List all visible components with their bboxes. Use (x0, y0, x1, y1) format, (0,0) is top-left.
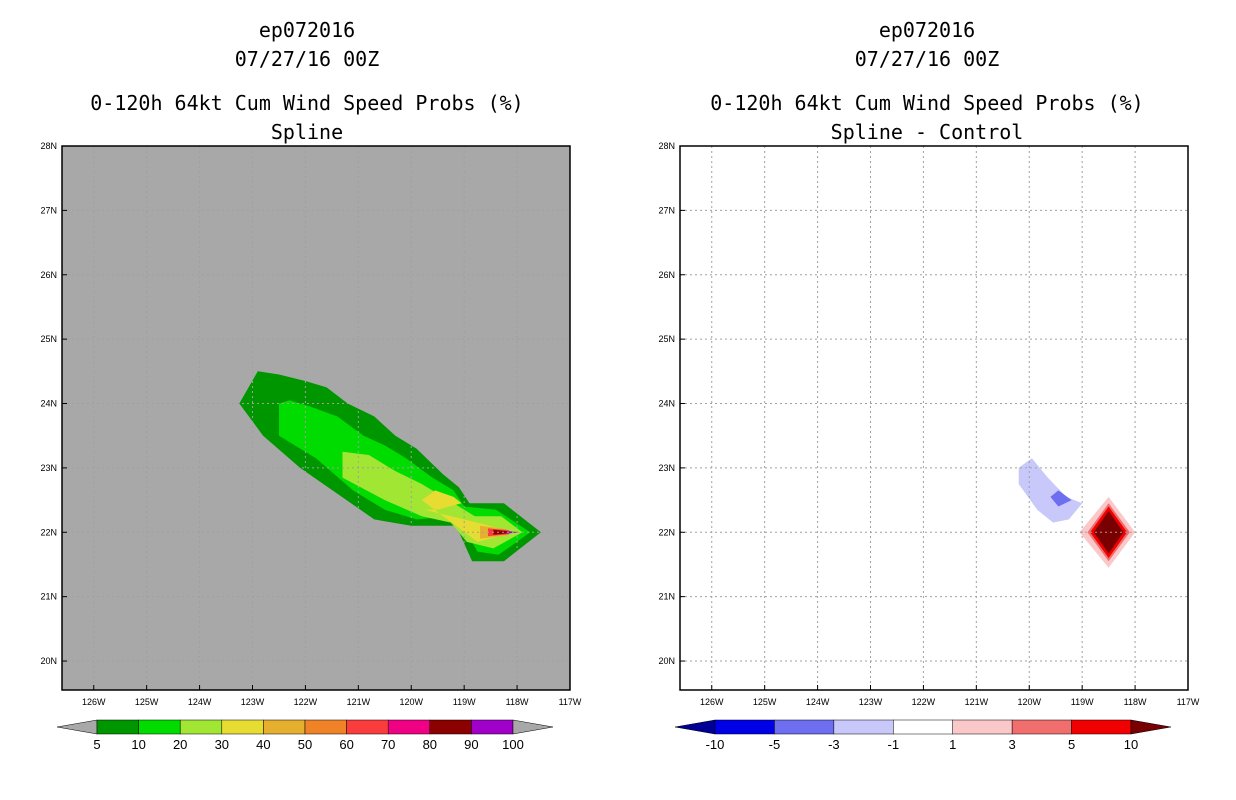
left-y-tick-label: 25N (40, 334, 57, 344)
right-y-tick-label: 25N (658, 334, 675, 344)
left-colorbar-swatch (346, 719, 389, 735)
right-colorbar-extend-right (1130, 719, 1172, 735)
left-colorbar-label: 10 (131, 737, 145, 752)
left-colorbar-label: 100 (502, 737, 524, 752)
right-x-tick-label: 126W (700, 697, 724, 707)
left-colorbar-label: 5 (93, 737, 100, 752)
right-colorbar-label: 10 (1124, 737, 1138, 752)
right-y-tick-label: 27N (658, 205, 675, 215)
left-y-tick-label: 21N (40, 592, 57, 602)
left-colorbar-swatch (221, 719, 264, 735)
left-x-tick-label: 121W (347, 697, 371, 707)
right-x-tick-label: 122W (912, 697, 936, 707)
left-colorbar-swatch (138, 719, 181, 735)
left-colorbar-extend-left (56, 719, 98, 735)
left-colorbar-swatch (429, 719, 472, 735)
right-colorbar-swatch (1071, 719, 1132, 735)
right-colorbar-label: 5 (1068, 737, 1075, 752)
right-y-tick-label: 23N (658, 463, 675, 473)
left-x-tick-label: 123W (241, 697, 265, 707)
right-colorbar-swatch (833, 719, 894, 735)
left-product-title: 0-120h 64kt Cum Wind Speed Probs (%) (90, 91, 524, 115)
right-colorbar-label: 1 (949, 737, 956, 752)
left-colorbar-swatch (179, 719, 223, 735)
left-x-tick-label: 124W (188, 697, 212, 707)
right-x-tick-label: 117W (1177, 697, 1200, 707)
right-contour-level-10 (1093, 511, 1124, 554)
right-colorbar-label: -3 (828, 737, 840, 752)
left-x-tick-label: 117W (559, 697, 582, 707)
left-colorbar-label: 60 (339, 737, 353, 752)
right-map-background (680, 146, 1188, 690)
left-colorbar-label: 30 (215, 737, 229, 752)
left-y-tick-label: 26N (40, 270, 57, 280)
left-colorbar-swatch (96, 719, 139, 735)
left-x-tick-label: 122W (294, 697, 318, 707)
left-y-tick-label: 22N (40, 527, 57, 537)
left-x-tick-label: 126W (82, 697, 106, 707)
right-y-tick-label: 20N (658, 656, 675, 666)
right-colorbar-swatch (952, 719, 1013, 735)
right-x-tick-label: 124W (806, 697, 830, 707)
left-colorbar-label: 50 (298, 737, 312, 752)
left-x-tick-label: 120W (399, 697, 423, 707)
left-x-tick-label: 119W (453, 697, 476, 707)
left-y-tick-label: 28N (40, 141, 57, 151)
left-subtitle: Spline (270, 120, 344, 144)
right-y-tick-label: 21N (658, 592, 675, 602)
right-x-tick-label: 120W (1017, 697, 1041, 707)
right-colorbar-label: 3 (1009, 737, 1016, 752)
right-colorbar-label: -5 (769, 737, 781, 752)
left-colorbar-label: 80 (423, 737, 437, 752)
left-colorbar-label: 40 (256, 737, 270, 752)
left-storm-id: ep072016 (258, 18, 356, 42)
right-colorbar-label: -10 (706, 737, 725, 752)
right-x-tick-label: 118W (1124, 697, 1147, 707)
left-x-tick-label: 125W (135, 697, 159, 707)
right-x-tick-label: 123W (859, 697, 883, 707)
right-contour-level-neg1 (1018, 458, 1083, 523)
right-x-tick-label: 121W (965, 697, 989, 707)
right-storm-id: ep072016 (878, 18, 976, 42)
right-colorbar-swatch (774, 719, 835, 735)
right-colorbar-swatch (714, 719, 775, 735)
left-map-frame (61, 145, 571, 691)
right-colorbar-swatch (893, 719, 953, 735)
right-y-tick-label: 24N (658, 399, 675, 409)
right-x-tick-label: 125W (753, 697, 777, 707)
right-subtitle: Spline - Control (830, 120, 1024, 144)
right-contour-level-neg3 (1050, 490, 1072, 507)
left-colorbar-label: 20 (173, 737, 187, 752)
right-date: 07/27/16 00Z (854, 47, 1000, 71)
left-colorbar-label: 70 (381, 737, 395, 752)
left-colorbar-label: 90 (464, 737, 478, 752)
left-y-tick-label: 20N (40, 656, 57, 666)
right-map-frame (679, 145, 1189, 691)
right-y-tick-label: 22N (658, 527, 675, 537)
left-colorbar-extend-right (512, 719, 554, 735)
right-colorbar-label: -1 (888, 737, 900, 752)
left-date: 07/27/16 00Z (234, 47, 380, 71)
left-colorbar-swatch (263, 719, 306, 735)
left-y-tick-label: 23N (40, 463, 57, 473)
left-colorbar-swatch (304, 719, 347, 735)
left-y-tick-label: 27N (40, 205, 57, 215)
right-y-tick-label: 26N (658, 270, 675, 280)
left-colorbar-swatch (471, 719, 514, 735)
right-x-tick-label: 119W (1071, 697, 1094, 707)
right-product-title: 0-120h 64kt Cum Wind Speed Probs (%) (710, 91, 1144, 115)
right-colorbar-swatch (1011, 719, 1072, 735)
left-colorbar-swatch (387, 719, 431, 735)
left-y-tick-label: 24N (40, 399, 57, 409)
right-colorbar-extend-left (674, 719, 716, 735)
right-y-tick-label: 28N (658, 141, 675, 151)
left-x-tick-label: 118W (506, 697, 529, 707)
